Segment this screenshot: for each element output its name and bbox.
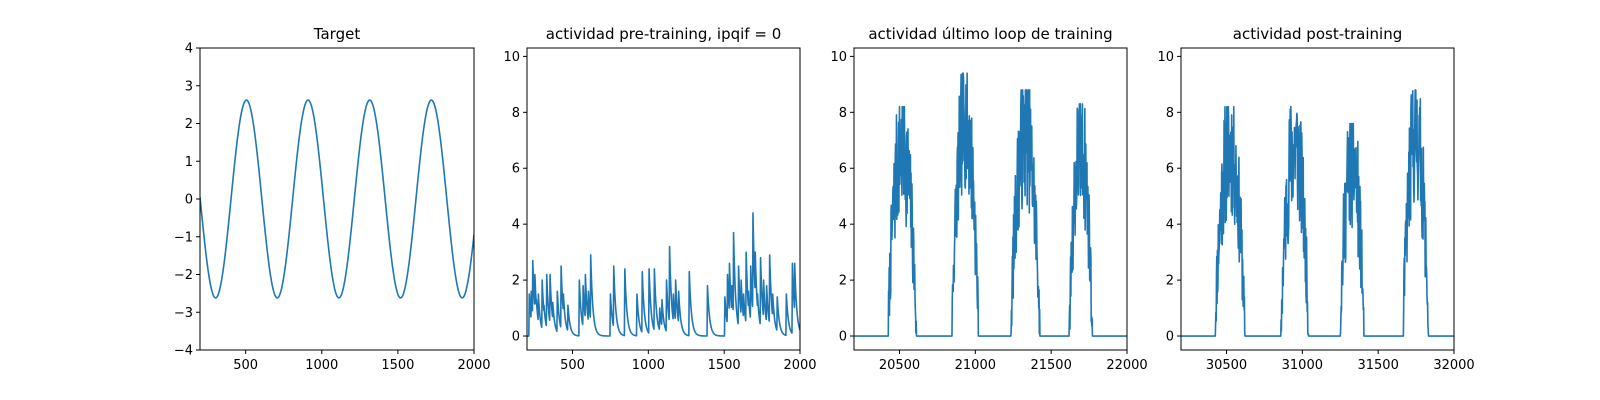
y-tick-label: 8 bbox=[512, 106, 520, 121]
plot-frame bbox=[1180, 47, 1455, 351]
y-tick-label: 4 bbox=[185, 42, 193, 57]
series-line bbox=[1181, 89, 1454, 337]
x-tick-label: 1500 bbox=[381, 358, 414, 373]
panel-4: actividad post-training 30500 31000 31500 32… bbox=[1157, 25, 1474, 373]
panel-title: actividad post-training bbox=[1233, 25, 1402, 43]
x-tick-label: 500 bbox=[560, 358, 585, 373]
y-tick-label: 6 bbox=[1166, 162, 1174, 177]
y-tick-label: 6 bbox=[512, 162, 520, 177]
x-tick-label: 2000 bbox=[783, 358, 816, 373]
panel-title: Target bbox=[313, 25, 361, 43]
x-tick-label: 20500 bbox=[879, 358, 920, 373]
plot-frame bbox=[199, 47, 475, 351]
x-tick-label: 1500 bbox=[708, 358, 741, 373]
y-tick-label: 10 bbox=[830, 50, 847, 65]
y-tick-label: 6 bbox=[839, 162, 847, 177]
series-line bbox=[854, 72, 1127, 337]
panel-1: Target 500 1000 1500 2000 −4 −3 −2 −1 0 1 2 3 4 bbox=[174, 25, 491, 373]
y-tick-label: 1 bbox=[185, 155, 193, 170]
y-tick-label: 10 bbox=[503, 50, 520, 65]
y-tick-label: 2 bbox=[185, 117, 193, 132]
x-tick-label: 500 bbox=[233, 358, 258, 373]
x-tick-label: 1000 bbox=[632, 358, 665, 373]
plot-frame bbox=[526, 47, 801, 351]
x-tick-label: 30500 bbox=[1206, 358, 1247, 373]
y-tick-label: 2 bbox=[1166, 274, 1174, 289]
series-line bbox=[200, 99, 474, 299]
y-tick-label: 8 bbox=[839, 106, 847, 121]
y-tick-label: 3 bbox=[185, 79, 193, 94]
y-tick-label: 4 bbox=[839, 218, 847, 233]
y-tick-label: 0 bbox=[839, 330, 847, 345]
x-tick-label: 1000 bbox=[305, 358, 338, 373]
x-tick-label: 2000 bbox=[457, 358, 490, 373]
y-tick-label: 0 bbox=[1166, 330, 1174, 345]
x-tick-label: 22000 bbox=[1106, 358, 1147, 373]
y-tick-label: 0 bbox=[512, 330, 520, 345]
x-tick-label: 31500 bbox=[1357, 358, 1398, 373]
plot-frame bbox=[853, 47, 1128, 351]
y-tick-label: 4 bbox=[512, 218, 520, 233]
x-tick-label: 31000 bbox=[1282, 358, 1323, 373]
panel-title: actividad último loop de training bbox=[868, 25, 1112, 43]
y-tick-label: −1 bbox=[174, 230, 193, 245]
y-tick-label: 0 bbox=[185, 193, 193, 208]
y-tick-label: −3 bbox=[174, 306, 193, 321]
y-tick-label: 4 bbox=[1166, 218, 1174, 233]
y-tick-label: 2 bbox=[839, 274, 847, 289]
series-line bbox=[527, 212, 800, 337]
y-tick-label: 8 bbox=[1166, 106, 1174, 121]
y-tick-label: −4 bbox=[174, 344, 193, 359]
panel-title: actividad pre-training, ipqif = 0 bbox=[546, 25, 782, 43]
y-tick-label: 2 bbox=[512, 274, 520, 289]
panel-2: actividad pre-training, ipqif = 0 500 1000… bbox=[503, 25, 816, 373]
x-tick-label: 21000 bbox=[955, 358, 996, 373]
y-tick-label: 10 bbox=[1157, 50, 1174, 65]
x-tick-label: 21500 bbox=[1030, 358, 1071, 373]
x-tick-label: 32000 bbox=[1433, 358, 1474, 373]
y-tick-label: −2 bbox=[174, 268, 193, 283]
